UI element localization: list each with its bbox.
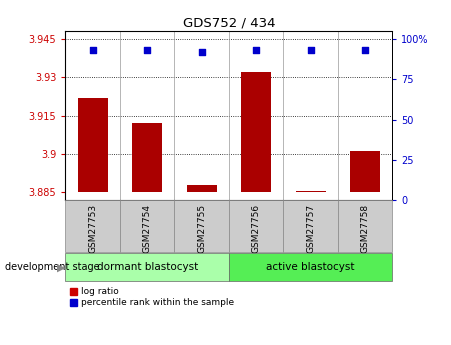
Point <box>143 48 151 53</box>
Text: GSM27754: GSM27754 <box>143 204 152 253</box>
Bar <box>229 200 283 252</box>
Bar <box>338 200 392 252</box>
Legend: log ratio, percentile rank within the sample: log ratio, percentile rank within the sa… <box>70 287 234 307</box>
Bar <box>78 98 108 193</box>
Text: GSM27758: GSM27758 <box>361 204 370 253</box>
Bar <box>175 200 229 252</box>
Bar <box>65 200 120 252</box>
Point <box>198 49 205 55</box>
Bar <box>187 185 216 193</box>
Text: active blastocyst: active blastocyst <box>267 263 355 272</box>
Point <box>307 48 314 53</box>
Bar <box>350 151 380 193</box>
Point <box>253 48 260 53</box>
Point <box>89 48 96 53</box>
Text: GSM27755: GSM27755 <box>197 204 206 253</box>
Bar <box>65 253 229 282</box>
Bar <box>120 200 175 252</box>
Text: GSM27753: GSM27753 <box>88 204 97 253</box>
Text: dormant blastocyst: dormant blastocyst <box>97 263 198 272</box>
Text: GSM27756: GSM27756 <box>252 204 261 253</box>
Text: ▶: ▶ <box>57 263 65 272</box>
Bar <box>229 253 392 282</box>
Text: GSM27757: GSM27757 <box>306 204 315 253</box>
Title: GDS752 / 434: GDS752 / 434 <box>183 17 275 30</box>
Point <box>362 48 369 53</box>
Bar <box>132 123 162 193</box>
Bar <box>296 191 326 193</box>
Text: development stage: development stage <box>5 263 99 272</box>
Bar <box>241 72 271 193</box>
Bar <box>283 200 338 252</box>
